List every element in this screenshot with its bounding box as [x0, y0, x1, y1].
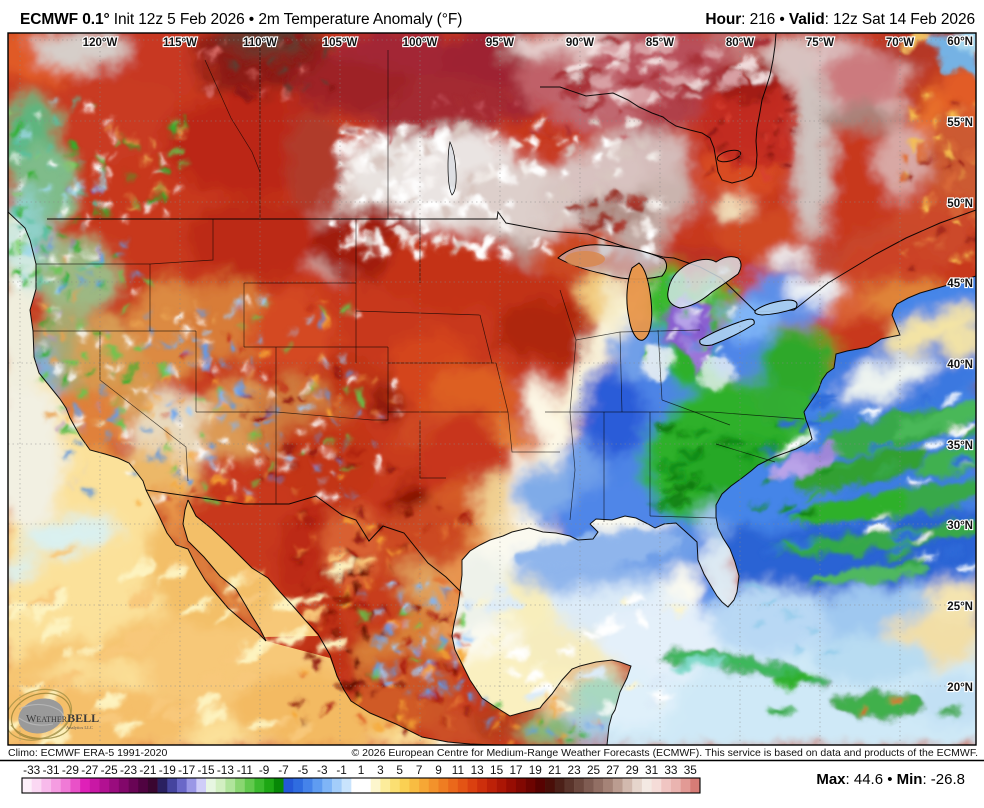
svg-text:15: 15 [490, 763, 504, 777]
svg-text:-31: -31 [43, 763, 60, 777]
svg-text:-9: -9 [259, 763, 270, 777]
svg-text:120°W: 120°W [83, 37, 118, 49]
svg-text:80°W: 80°W [726, 37, 754, 49]
svg-text:-19: -19 [159, 763, 176, 777]
svg-text:85°W: 85°W [646, 37, 674, 49]
svg-text:7: 7 [416, 763, 423, 777]
svg-text:33: 33 [664, 763, 678, 777]
svg-text:Climo: ECMWF ERA-5 1991-2020: Climo: ECMWF ERA-5 1991-2020 [8, 747, 167, 759]
svg-text:31: 31 [645, 763, 658, 777]
svg-text:-13: -13 [217, 763, 234, 777]
svg-text:45°N: 45°N [947, 278, 973, 290]
svg-text:105°W: 105°W [323, 37, 358, 49]
svg-text:75°W: 75°W [806, 37, 834, 49]
svg-text:-15: -15 [197, 763, 214, 777]
svg-text:WEATHERBELL: WEATHERBELL [26, 711, 99, 725]
svg-text:-27: -27 [81, 763, 98, 777]
svg-text:70°W: 70°W [886, 37, 914, 49]
svg-text:Analytics LLC: Analytics LLC [66, 725, 93, 730]
svg-text:27: 27 [606, 763, 619, 777]
svg-text:35°N: 35°N [947, 440, 973, 452]
svg-text:-23: -23 [120, 763, 137, 777]
svg-text:21: 21 [548, 763, 561, 777]
svg-text:13: 13 [471, 763, 485, 777]
svg-text:90°W: 90°W [566, 37, 594, 49]
svg-text:1: 1 [358, 763, 365, 777]
svg-text:23: 23 [568, 763, 582, 777]
svg-text:Max: 44.6 • Min: -26.8: Max: 44.6 • Min: -26.8 [816, 771, 965, 788]
svg-text:-5: -5 [298, 763, 309, 777]
svg-text:17: 17 [509, 763, 522, 777]
svg-text:35: 35 [684, 763, 698, 777]
svg-text:5: 5 [396, 763, 403, 777]
svg-text:40°N: 40°N [947, 359, 973, 371]
svg-text:60°N: 60°N [947, 36, 973, 48]
svg-text:95°W: 95°W [486, 37, 514, 49]
svg-text:55°N: 55°N [947, 117, 973, 129]
svg-text:-33: -33 [23, 763, 40, 777]
svg-text:-25: -25 [101, 763, 118, 777]
svg-text:29: 29 [626, 763, 639, 777]
svg-text:-1: -1 [336, 763, 347, 777]
svg-text:115°W: 115°W [163, 37, 197, 49]
svg-text:ECMWF 0.1° Init 12z 5 Feb 2026: ECMWF 0.1° Init 12z 5 Feb 2026 • 2m Temp… [20, 11, 462, 28]
svg-text:Hour: 216 • Valid: 12z Sat 14: Hour: 216 • Valid: 12z Sat 14 Feb 2026 [705, 11, 975, 28]
svg-text:-7: -7 [278, 763, 289, 777]
svg-text:11: 11 [452, 763, 464, 777]
svg-text:-17: -17 [178, 763, 195, 777]
svg-text:-29: -29 [62, 763, 79, 777]
svg-text:3: 3 [377, 763, 384, 777]
svg-text:30°N: 30°N [947, 520, 973, 532]
svg-text:25: 25 [587, 763, 601, 777]
svg-text:19: 19 [529, 763, 542, 777]
svg-text:-3: -3 [317, 763, 328, 777]
svg-text:100°W: 100°W [403, 37, 438, 49]
svg-text:20°N: 20°N [947, 682, 973, 694]
svg-text:-21: -21 [139, 763, 156, 777]
svg-text:110°W: 110°W [243, 37, 277, 49]
svg-text:50°N: 50°N [947, 198, 973, 210]
svg-text:9: 9 [435, 763, 442, 777]
svg-text:© 2026 European Centre for Med: © 2026 European Centre for Medium-Range … [351, 747, 978, 759]
svg-text:25°N: 25°N [947, 601, 973, 613]
svg-text:-11: -11 [237, 763, 253, 777]
